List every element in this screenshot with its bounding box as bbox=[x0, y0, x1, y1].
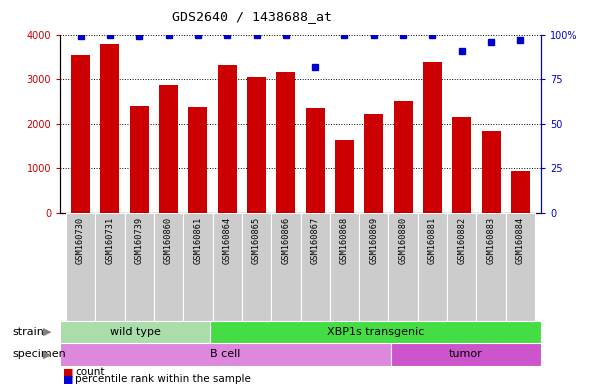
Text: GSM160869: GSM160869 bbox=[369, 216, 378, 263]
Text: count: count bbox=[75, 367, 105, 377]
Bar bbox=[300, 213, 330, 321]
Bar bbox=[477, 213, 505, 321]
Bar bbox=[505, 213, 535, 321]
Bar bbox=[183, 213, 213, 321]
Bar bbox=[418, 213, 447, 321]
Bar bbox=[359, 213, 388, 321]
Text: ▶: ▶ bbox=[43, 327, 51, 337]
Bar bbox=[271, 213, 300, 321]
Bar bbox=[242, 213, 271, 321]
Text: percentile rank within the sample: percentile rank within the sample bbox=[75, 374, 251, 384]
Bar bbox=[391, 343, 541, 366]
Text: GSM160865: GSM160865 bbox=[252, 216, 261, 263]
Text: GSM160880: GSM160880 bbox=[398, 216, 407, 263]
Bar bbox=[154, 213, 183, 321]
Text: GSM160730: GSM160730 bbox=[76, 216, 85, 263]
Text: strain: strain bbox=[12, 327, 44, 337]
Text: GSM160866: GSM160866 bbox=[281, 216, 290, 263]
Text: ■: ■ bbox=[63, 374, 73, 384]
Bar bbox=[213, 213, 242, 321]
Text: GSM160864: GSM160864 bbox=[223, 216, 232, 263]
Text: GSM160883: GSM160883 bbox=[487, 216, 496, 263]
Text: XBP1s transgenic: XBP1s transgenic bbox=[327, 327, 424, 337]
Text: GSM160881: GSM160881 bbox=[428, 216, 437, 263]
Bar bbox=[306, 108, 325, 213]
Bar bbox=[423, 62, 442, 213]
Bar bbox=[452, 117, 471, 213]
Bar bbox=[124, 213, 154, 321]
Text: GDS2640 / 1438688_at: GDS2640 / 1438688_at bbox=[172, 10, 332, 23]
Text: ▶: ▶ bbox=[43, 349, 51, 359]
Text: GSM160861: GSM160861 bbox=[194, 216, 203, 263]
Bar bbox=[210, 321, 541, 343]
Bar bbox=[394, 101, 413, 213]
Bar bbox=[188, 107, 207, 213]
Bar bbox=[247, 76, 266, 213]
Text: GSM160882: GSM160882 bbox=[457, 216, 466, 263]
Bar bbox=[335, 141, 354, 213]
Bar bbox=[66, 213, 96, 321]
Text: GSM160868: GSM160868 bbox=[340, 216, 349, 263]
Text: specimen: specimen bbox=[12, 349, 66, 359]
Bar bbox=[60, 343, 391, 366]
Text: tumor: tumor bbox=[449, 349, 483, 359]
Bar bbox=[364, 114, 383, 213]
Text: GSM160884: GSM160884 bbox=[516, 216, 525, 263]
Bar bbox=[330, 213, 359, 321]
Bar bbox=[511, 171, 530, 213]
Bar bbox=[130, 106, 149, 213]
Text: ■: ■ bbox=[63, 367, 73, 377]
Bar bbox=[481, 131, 501, 213]
Bar bbox=[96, 213, 124, 321]
Bar bbox=[159, 85, 178, 213]
Bar bbox=[388, 213, 418, 321]
Text: wild type: wild type bbox=[110, 327, 160, 337]
Text: GSM160867: GSM160867 bbox=[311, 216, 320, 263]
Bar bbox=[447, 213, 477, 321]
Text: GSM160860: GSM160860 bbox=[164, 216, 173, 263]
Bar bbox=[276, 72, 295, 213]
Text: GSM160739: GSM160739 bbox=[135, 216, 144, 263]
Text: GSM160731: GSM160731 bbox=[105, 216, 114, 263]
Bar bbox=[60, 321, 210, 343]
Bar bbox=[71, 55, 90, 213]
Bar bbox=[218, 65, 237, 213]
Text: B cell: B cell bbox=[210, 349, 240, 359]
Bar bbox=[100, 45, 120, 213]
